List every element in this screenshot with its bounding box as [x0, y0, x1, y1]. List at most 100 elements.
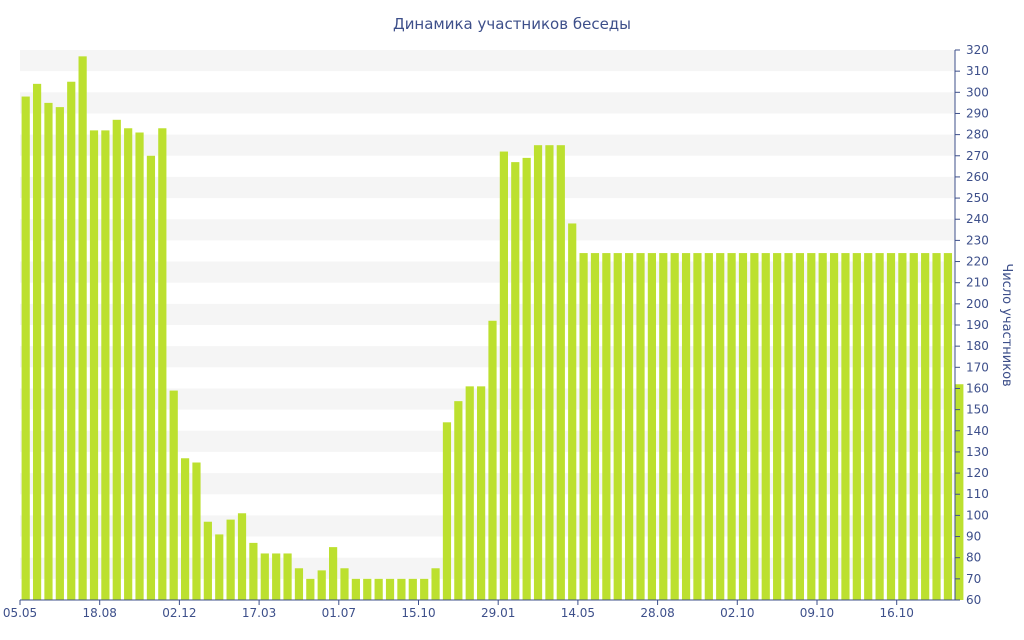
y-tick-label: 280: [966, 128, 989, 142]
bar: [533, 145, 543, 600]
bar: [180, 458, 190, 600]
y-tick-label: 240: [966, 212, 989, 226]
bar: [556, 145, 565, 600]
bar: [112, 119, 121, 600]
grid-band: [20, 176, 955, 199]
bar: [488, 320, 497, 600]
bar: [704, 253, 713, 600]
x-tick-label: 14.05: [561, 606, 595, 620]
y-tick-label: 170: [966, 360, 989, 374]
bar: [602, 253, 611, 600]
y-tick-label: 300: [966, 85, 989, 99]
bar: [306, 578, 315, 600]
y-tick-label: 120: [966, 466, 989, 480]
bar: [329, 547, 338, 600]
bar: [260, 553, 269, 600]
bar: [169, 390, 178, 600]
bar: [78, 56, 87, 601]
bar: [203, 521, 212, 600]
bar: [943, 253, 953, 600]
bar: [44, 102, 53, 600]
y-tick-label: 160: [966, 381, 989, 395]
bar: [294, 568, 304, 600]
bar: [625, 253, 634, 600]
bar: [340, 568, 349, 600]
x-tick-label: 02.12: [162, 606, 196, 620]
bar: [761, 253, 770, 600]
bar: [158, 128, 167, 600]
y-tick-label: 310: [966, 64, 989, 78]
y-tick-label: 180: [966, 339, 989, 353]
y-tick-label: 320: [966, 43, 989, 57]
bar: [101, 130, 110, 600]
bar: [226, 519, 235, 600]
bar: [568, 223, 577, 600]
x-tick-label: 01.07: [322, 606, 356, 620]
y-tick-label: 140: [966, 424, 989, 438]
x-tick-label: 29.01: [481, 606, 515, 620]
bar: [249, 542, 258, 600]
bar: [841, 253, 850, 600]
bar: [590, 253, 600, 600]
bar: [192, 462, 201, 600]
bar: [454, 401, 463, 600]
y-tick-label: 60: [966, 593, 981, 607]
bar: [317, 570, 326, 600]
x-tick-label: 16.10: [880, 606, 914, 620]
bar: [89, 130, 99, 600]
bar: [750, 253, 759, 600]
bar: [397, 578, 406, 600]
bar: [727, 253, 736, 600]
y-tick-label: 70: [966, 572, 981, 586]
grid-band: [20, 50, 955, 72]
bar: [545, 145, 554, 600]
bar: [351, 578, 360, 600]
y-tick-label: 270: [966, 149, 989, 163]
bar: [21, 96, 30, 600]
bar: [522, 157, 531, 600]
bar: [955, 384, 964, 600]
y-tick-label: 130: [966, 445, 989, 459]
bar: [67, 81, 76, 601]
bar: [215, 534, 224, 600]
bar: [909, 253, 918, 600]
bar: [932, 253, 941, 600]
bar: [807, 253, 816, 600]
y-tick-label: 190: [966, 318, 989, 332]
bar: [431, 568, 440, 600]
bar: [408, 578, 417, 600]
y-tick-label: 290: [966, 106, 989, 120]
bar: [852, 253, 861, 600]
bar: [283, 553, 292, 600]
bar: [363, 578, 372, 600]
y-tick-label: 100: [966, 508, 989, 522]
y-tick-label: 260: [966, 170, 989, 184]
x-tick-label: 02.10: [720, 606, 754, 620]
bar: [693, 253, 702, 600]
bar: [135, 132, 144, 600]
bar: [898, 253, 907, 600]
chart-title: Динамика участников беседы: [393, 15, 631, 33]
bar: [784, 253, 793, 600]
x-tick-label: 09.10: [800, 606, 834, 620]
y-axis-label: Число участников: [999, 263, 1014, 386]
bar: [773, 253, 782, 600]
y-tick-label: 230: [966, 233, 989, 247]
bar: [716, 253, 725, 600]
bar: [681, 253, 691, 600]
bar: [374, 578, 383, 600]
bar: [738, 253, 748, 600]
y-tick-label: 90: [966, 530, 981, 544]
bar: [875, 253, 884, 600]
x-axis-ticks: 05.05 18.08 02.12 17.03 01.07 15.10 29.01 14.05…: [3, 600, 914, 620]
x-tick-label: 15.10: [401, 606, 435, 620]
bar: [272, 553, 281, 600]
bar: [647, 253, 656, 600]
y-tick-label: 150: [966, 403, 989, 417]
bar: [499, 151, 508, 601]
bar: [420, 578, 429, 600]
bar: [864, 253, 873, 600]
bar: [465, 386, 474, 600]
bar: [579, 253, 588, 600]
